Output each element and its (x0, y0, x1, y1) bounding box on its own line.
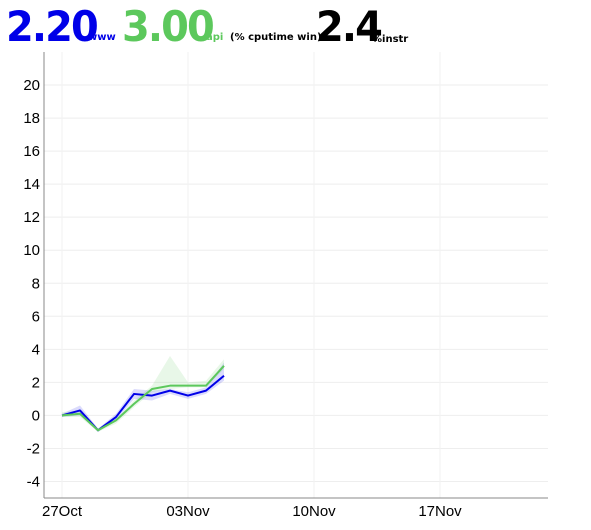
y-tick-label: 20 (23, 77, 40, 94)
series-line-www (61, 374, 225, 432)
api-label: api (206, 32, 224, 43)
series-line-api (61, 365, 225, 432)
instr-label: %instr (372, 34, 409, 45)
y-tick-label: 10 (23, 242, 40, 259)
y-tick-label: 4 (32, 341, 40, 358)
x-tick-label: 03Nov (166, 503, 210, 520)
y-tick-label: 16 (23, 143, 40, 160)
y-tick-label: 2 (32, 374, 40, 391)
y-tick-label: -4 (27, 473, 40, 490)
instr-value: 2.4 (316, 2, 383, 51)
cputime-label: (% cputime win) (230, 32, 322, 43)
y-tick-label: 12 (23, 209, 40, 226)
y-tick-label: 8 (32, 275, 40, 292)
y-tick-label: -2 (27, 440, 40, 457)
www-label: www (88, 32, 116, 43)
x-tick-label: 10Nov (292, 503, 336, 520)
header: 2.20 www 3.00 api (% cputime win) 2.4 %i… (6, 2, 586, 52)
y-tick-label: 18 (23, 110, 40, 127)
api-value: 3.00 (122, 2, 215, 51)
www-value: 2.20 (6, 2, 99, 51)
y-tick-label: 0 (32, 407, 40, 424)
x-tick-label: 17Nov (418, 503, 462, 520)
x-tick-label: 27Oct (42, 503, 83, 520)
y-tick-label: 14 (23, 176, 40, 193)
y-tick-label: 6 (32, 308, 40, 325)
